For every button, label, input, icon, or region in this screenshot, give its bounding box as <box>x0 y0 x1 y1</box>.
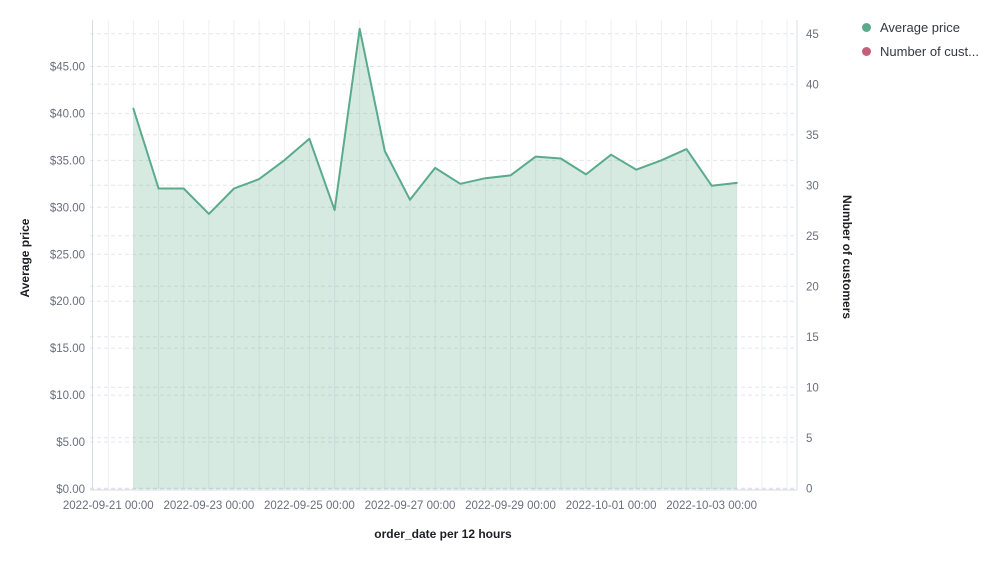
left-axis-tick-label: $20.00 <box>50 296 85 308</box>
left-axis-tick-label: $40.00 <box>50 108 85 120</box>
legend-dot-number-of-customers <box>862 47 871 56</box>
right-axis-tick-label: 0 <box>806 483 812 495</box>
x-axis-title: order_date per 12 hours <box>374 527 512 541</box>
right-axis-tick-label: 45 <box>806 29 819 41</box>
left-axis-tick-label: $5.00 <box>56 437 85 449</box>
left-axis-tick-label: $35.00 <box>50 155 85 167</box>
right-axis-tick-label: 25 <box>806 231 819 243</box>
left-axis-tick-label: $15.00 <box>50 343 85 355</box>
legend-item-average-price[interactable]: Average price <box>862 20 979 35</box>
x-axis-tick-label: 2022-09-25 00:00 <box>264 500 355 512</box>
left-axis-tick-label: $10.00 <box>50 390 85 402</box>
legend-label-number-of-customers: Number of cust... <box>880 44 979 59</box>
right-axis-tick-label: 5 <box>806 433 812 445</box>
x-axis-tick-label: 2022-09-27 00:00 <box>365 500 456 512</box>
left-axis-tick-label: $25.00 <box>50 249 85 261</box>
right-axis-tick-label: 10 <box>806 382 819 394</box>
legend-dot-average-price <box>862 23 871 32</box>
right-axis-tick-label: 35 <box>806 130 819 142</box>
x-axis-tick-label: 2022-10-01 00:00 <box>566 500 657 512</box>
left-axis-tick-label: $45.00 <box>50 61 85 73</box>
right-axis-tick-label: 15 <box>806 332 819 344</box>
left-axis-tick-label: $0.00 <box>56 484 85 496</box>
x-axis-tick-label: 2022-09-21 00:00 <box>63 500 154 512</box>
average-price-area <box>133 28 737 490</box>
right-axis-tick-label: 30 <box>806 180 819 192</box>
right-axis-title: Number of customers <box>840 194 854 320</box>
left-axis-tick-label: $30.00 <box>50 202 85 214</box>
x-axis-tick-label: 2022-10-03 00:00 <box>666 500 757 512</box>
right-axis-tick-label: 40 <box>806 79 819 91</box>
legend-label-average-price: Average price <box>880 20 960 35</box>
left-axis-title: Average price <box>18 218 32 298</box>
legend-item-number-of-customers[interactable]: Number of cust... <box>862 44 979 59</box>
x-axis-tick-label: 2022-09-29 00:00 <box>465 500 556 512</box>
legend: Average price Number of cust... <box>862 20 979 68</box>
x-axis-tick-label: 2022-09-23 00:00 <box>163 500 254 512</box>
average-price-line <box>132 27 738 215</box>
right-axis-tick-label: 20 <box>806 281 819 293</box>
